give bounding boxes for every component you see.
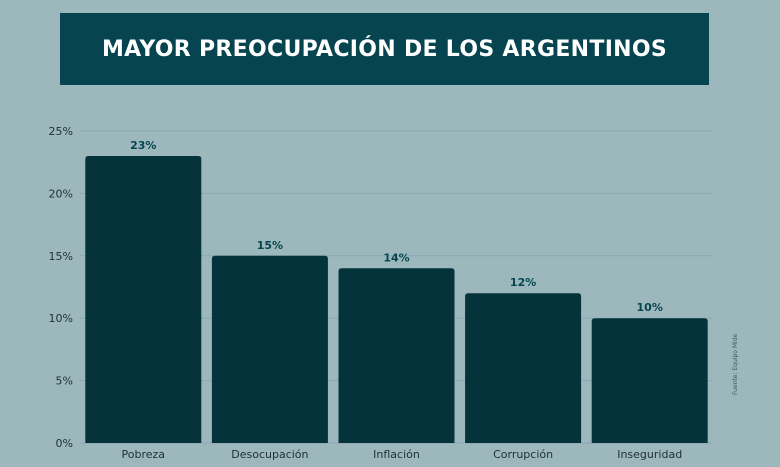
chart-title: MAYOR PREOCUPACIÓN DE LOS ARGENTINOS: [101, 36, 668, 62]
y-axis-ticks: 0% 5% 10% 15% 20% 25%: [49, 125, 73, 450]
bar-inflación: [338, 268, 455, 443]
value-labels: 23% 15% 14% 12% 10%: [130, 139, 663, 314]
category-label: Corrupción: [493, 448, 553, 461]
bars: [85, 155, 708, 443]
y-tick-label: 25%: [49, 125, 73, 138]
category-label: Desocupación: [231, 448, 308, 461]
value-label: 10%: [637, 301, 663, 314]
y-tick-label: 15%: [49, 250, 73, 263]
y-tick-label: 10%: [49, 312, 73, 325]
category-label: Inflación: [373, 448, 420, 461]
bar-desocupación: [211, 255, 328, 443]
value-label: 14%: [383, 251, 409, 264]
category-label: Pobreza: [122, 448, 166, 461]
source-note: Fuente: Equipo Mide: [732, 333, 739, 395]
y-tick-label: 20%: [49, 187, 73, 200]
value-label: 15%: [257, 239, 283, 252]
title-banner: MAYOR PREOCUPACIÓN DE LOS ARGENTINOS: [60, 13, 709, 85]
value-label: 23%: [130, 139, 156, 152]
bar-corrupción: [465, 293, 582, 443]
bar-pobreza: [85, 155, 202, 443]
category-labels: Pobreza Desocupación Inflación Corrupción In…: [122, 448, 683, 461]
category-label: Inseguridad: [617, 448, 682, 461]
bar-inseguridad: [591, 318, 708, 443]
value-label: 12%: [510, 276, 536, 289]
y-tick-label: 5%: [56, 375, 73, 388]
y-tick-label: 0%: [56, 437, 73, 450]
